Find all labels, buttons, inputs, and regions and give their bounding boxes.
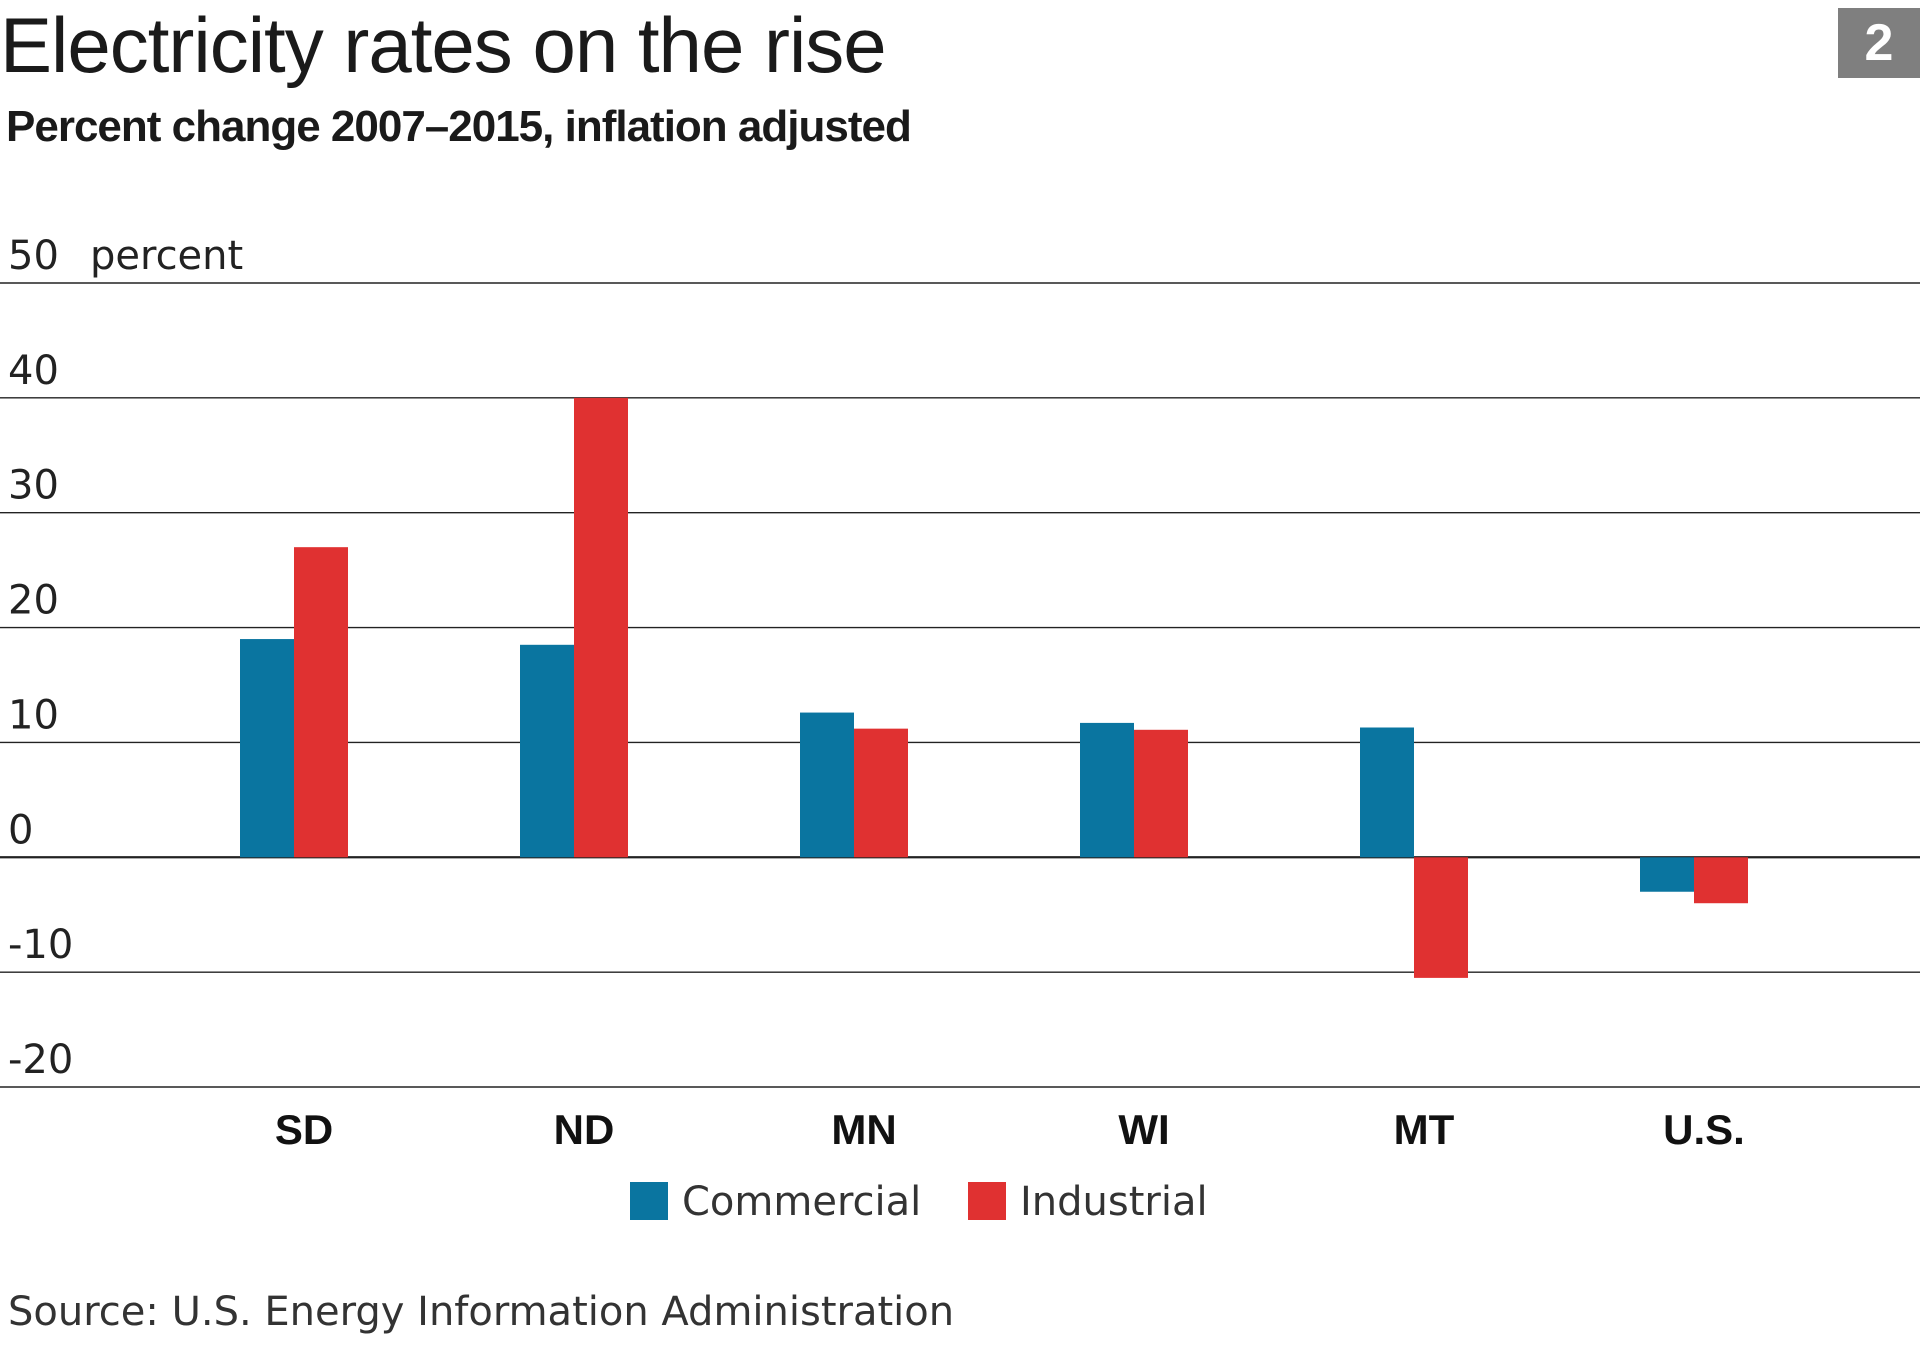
bar-industrial-mt (1414, 857, 1468, 978)
bar-commercial-sd (240, 639, 294, 858)
gridlines (0, 282, 1920, 1088)
legend: Commercial Industrial (630, 1179, 1208, 1225)
y-axis-unit-label: percent (90, 233, 243, 279)
y-tick-label: 50 (8, 233, 59, 279)
bar-commercial-mt (1360, 727, 1414, 858)
y-tick-label: 10 (8, 692, 59, 738)
legend-label-commercial: Commercial (682, 1179, 921, 1225)
bar-commercial-nd (520, 644, 574, 858)
chart-subtitle: Percent change 2007–2015, inflation adju… (6, 102, 912, 151)
legend-swatch-industrial (968, 1182, 1006, 1220)
x-tick-label: U.S. (1663, 1106, 1745, 1153)
x-tick-label: ND (554, 1106, 615, 1153)
y-tick-label: -20 (8, 1037, 73, 1083)
chart-title: Electricity rates on the rise (0, 1, 887, 89)
bar-industrial-nd (574, 397, 628, 858)
y-tick-label: 40 (8, 348, 59, 394)
bars (240, 397, 1748, 978)
bar-commercial-mn (800, 712, 854, 858)
bar-industrial-wi (1134, 729, 1188, 858)
bar-commercial-wi (1080, 722, 1134, 858)
x-tick-label: SD (275, 1106, 333, 1153)
bar-industrial-us (1694, 857, 1748, 904)
y-tick-labels: 50 percent 40 30 20 10 0 -10 -20 (8, 233, 243, 1083)
y-tick-label: 30 (8, 463, 59, 509)
bar-industrial-mn (854, 728, 908, 858)
x-tick-label: MN (831, 1106, 896, 1153)
x-tick-label: MT (1394, 1106, 1455, 1153)
source-note: Source: U.S. Energy Information Administ… (8, 1289, 955, 1335)
x-tick-labels: SD ND MN WI MT U.S. (275, 1106, 1745, 1153)
legend-label-industrial: Industrial (1020, 1179, 1208, 1225)
x-tick-label: WI (1118, 1106, 1169, 1153)
figure-number-badge: 2 (1838, 8, 1920, 78)
bar-industrial-sd (294, 547, 348, 858)
y-tick-label: 0 (8, 807, 33, 853)
y-tick-label: -10 (8, 922, 73, 968)
y-tick-label: 20 (8, 578, 59, 624)
bar-commercial-us (1640, 857, 1694, 892)
legend-swatch-commercial (630, 1182, 668, 1220)
